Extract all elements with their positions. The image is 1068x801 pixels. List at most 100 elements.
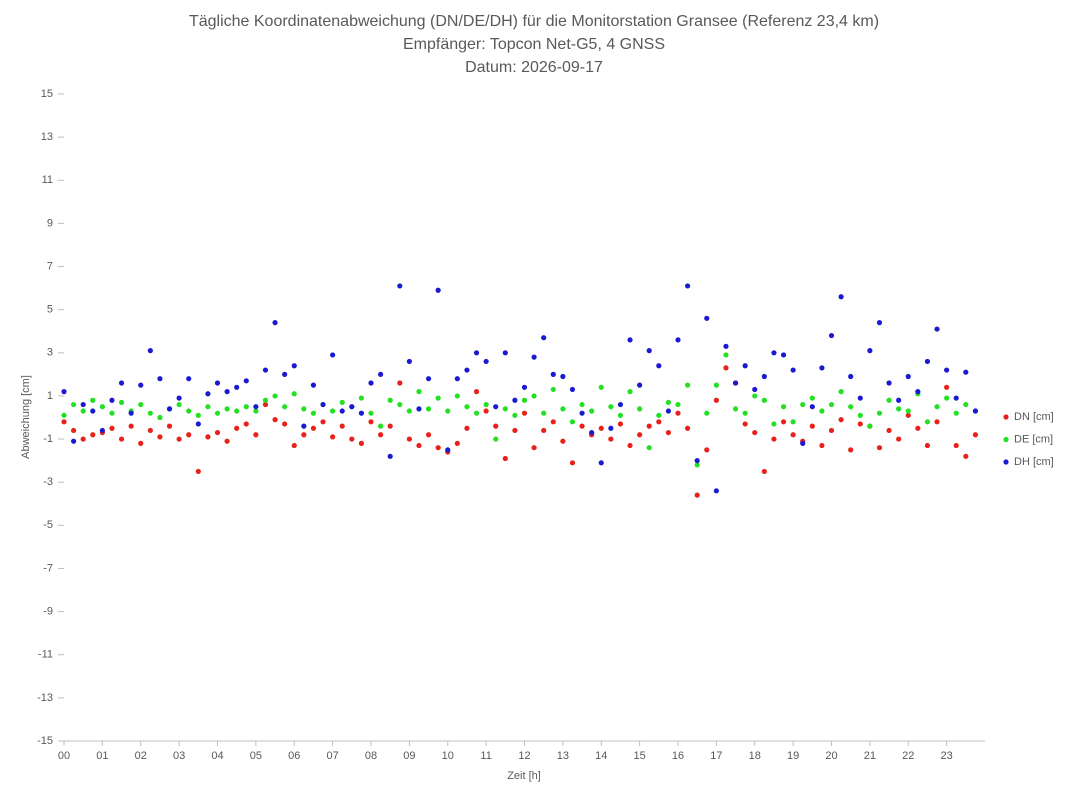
data-point bbox=[339, 399, 345, 406]
data-point bbox=[934, 404, 940, 410]
y-tick-label: 7 bbox=[47, 260, 53, 272]
data-point bbox=[272, 393, 278, 399]
data-point bbox=[560, 438, 566, 444]
x-tick-label: 07 bbox=[327, 750, 339, 762]
data-point bbox=[454, 440, 460, 446]
data-point bbox=[416, 442, 422, 449]
data-point bbox=[397, 401, 403, 408]
x-tick-label: 09 bbox=[403, 750, 415, 762]
legend-marker bbox=[1003, 414, 1009, 420]
data-point bbox=[234, 425, 240, 431]
data-point bbox=[780, 352, 787, 358]
y-tick-label: 1 bbox=[47, 390, 53, 402]
data-point bbox=[282, 404, 288, 410]
data-point bbox=[80, 408, 86, 414]
data-point bbox=[896, 406, 902, 412]
data-point bbox=[445, 447, 451, 453]
data-point bbox=[637, 406, 643, 412]
data-point bbox=[905, 408, 911, 414]
x-tick-label: 21 bbox=[864, 750, 876, 762]
data-point bbox=[560, 406, 566, 412]
data-point bbox=[550, 386, 556, 393]
data-point bbox=[819, 408, 825, 414]
data-point bbox=[809, 404, 815, 410]
x-tick-label: 13 bbox=[557, 750, 569, 762]
data-point bbox=[195, 468, 201, 475]
data-point bbox=[915, 425, 921, 431]
data-point bbox=[435, 287, 441, 293]
legend-label: DE [cm] bbox=[1014, 433, 1053, 445]
data-point bbox=[531, 445, 537, 451]
data-point bbox=[377, 432, 384, 438]
data-point bbox=[972, 432, 979, 438]
data-point bbox=[915, 389, 921, 395]
data-point bbox=[138, 440, 144, 446]
y-tick-label: -1 bbox=[43, 433, 53, 445]
data-point bbox=[867, 348, 873, 354]
data-point bbox=[627, 337, 633, 343]
data-point bbox=[924, 358, 931, 365]
x-tick-label: 08 bbox=[365, 750, 377, 762]
data-point bbox=[502, 350, 508, 356]
data-point bbox=[780, 419, 787, 425]
data-point bbox=[205, 404, 211, 410]
data-point bbox=[598, 460, 604, 466]
data-point bbox=[617, 412, 624, 418]
legend-marker bbox=[1003, 436, 1009, 443]
data-point bbox=[224, 406, 230, 412]
data-point bbox=[963, 369, 969, 375]
data-point bbox=[732, 406, 739, 412]
data-point bbox=[771, 350, 777, 356]
data-point bbox=[224, 389, 230, 395]
data-point bbox=[358, 440, 365, 446]
chart-date: Datum: 2026-09-17 bbox=[465, 59, 603, 76]
chart-subtitle: Empfänger: Topcon Net-G5, 4 GNSS bbox=[403, 36, 665, 53]
data-point bbox=[857, 395, 863, 401]
data-point bbox=[483, 358, 489, 365]
x-tick-label: 03 bbox=[173, 750, 185, 762]
data-point bbox=[377, 371, 384, 377]
data-point bbox=[310, 382, 317, 388]
data-point bbox=[262, 401, 269, 408]
data-point bbox=[742, 410, 748, 416]
y-tick-label: 15 bbox=[41, 88, 53, 100]
x-tick-label: 04 bbox=[211, 750, 223, 762]
data-point bbox=[147, 348, 153, 354]
data-point bbox=[723, 365, 729, 371]
data-point bbox=[905, 373, 911, 380]
chart-title: Tägliche Koordinatenabweichung (DN/DE/DH… bbox=[189, 13, 879, 30]
data-point bbox=[550, 371, 556, 377]
data-point bbox=[579, 410, 585, 416]
data-point bbox=[157, 414, 163, 421]
x-tick-label: 19 bbox=[787, 750, 799, 762]
data-point bbox=[627, 442, 633, 449]
data-point bbox=[493, 436, 499, 442]
data-point bbox=[790, 367, 796, 373]
data-point bbox=[761, 468, 767, 475]
data-point bbox=[876, 320, 883, 326]
data-point bbox=[109, 410, 115, 416]
x-tick-label: 02 bbox=[135, 750, 147, 762]
data-point bbox=[406, 358, 412, 365]
data-point bbox=[128, 410, 134, 416]
data-point bbox=[435, 395, 441, 401]
data-point bbox=[310, 410, 317, 416]
data-point bbox=[742, 421, 748, 427]
data-point bbox=[521, 384, 528, 390]
data-point bbox=[406, 408, 412, 414]
data-point bbox=[176, 401, 182, 408]
data-point bbox=[848, 373, 854, 380]
data-point bbox=[493, 404, 499, 410]
data-point bbox=[541, 427, 547, 434]
data-point bbox=[886, 427, 892, 434]
data-point bbox=[713, 397, 719, 403]
data-point bbox=[598, 384, 604, 390]
data-point bbox=[675, 401, 681, 408]
x-tick-label: 17 bbox=[710, 750, 722, 762]
data-point bbox=[176, 395, 182, 401]
data-point bbox=[243, 378, 249, 384]
data-point bbox=[828, 332, 835, 339]
data-point bbox=[972, 408, 979, 414]
data-point bbox=[80, 436, 86, 442]
data-point bbox=[253, 432, 259, 438]
